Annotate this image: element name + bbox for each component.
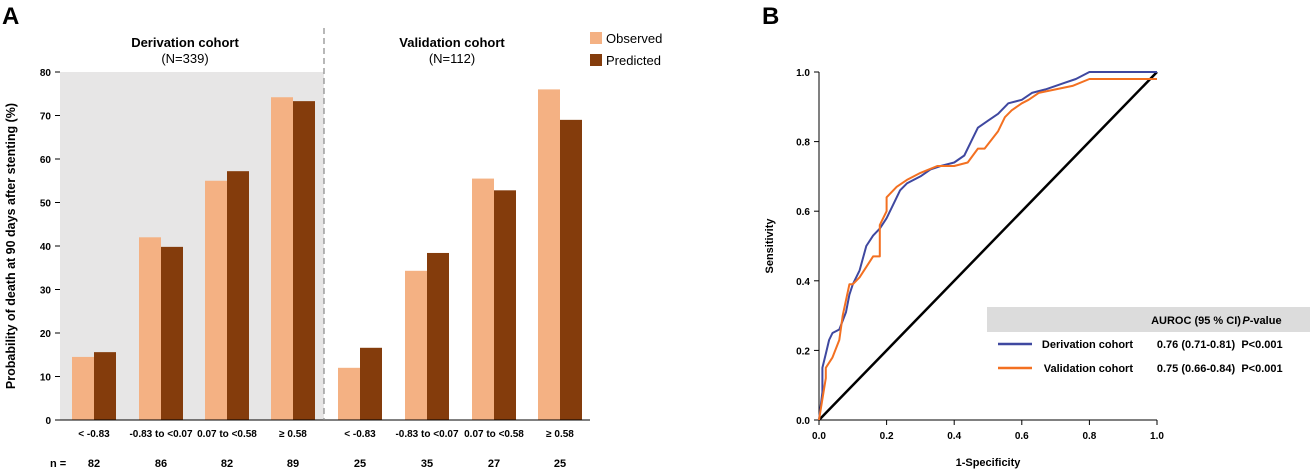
n-value: 25 <box>354 458 366 470</box>
category-label: < -0.83 <box>78 429 110 440</box>
roc-x-tick-label: 0.2 <box>880 431 894 442</box>
legend-predicted-label: Predicted <box>606 53 661 68</box>
category-label: < -0.83 <box>344 429 376 440</box>
table-validation-auroc: 0.75 (0.66-0.84) <box>1157 363 1236 375</box>
observed-bar <box>405 270 427 420</box>
bar-y-axis-label: Probability of death at 90 days after st… <box>4 103 18 389</box>
roc-y-axis-label: Sensitivity <box>764 218 776 274</box>
n-value: 86 <box>155 458 167 470</box>
p-value-header-italic: P <box>1242 315 1250 327</box>
validation-cohort-n: (N=112) <box>429 51 475 66</box>
bar-y-tick-label: 0 <box>45 416 51 427</box>
derivation-cohort-n: (N=339) <box>161 51 208 66</box>
roc-y-tick-label: 0.4 <box>796 277 810 288</box>
auroc-header: AUROC (95 % CI) <box>1151 315 1241 327</box>
table-validation-p: P<0.001 <box>1241 363 1282 375</box>
roc-x-tick-label: 0.0 <box>812 431 826 442</box>
roc-y-tick-label: 0.8 <box>796 138 810 149</box>
observed-bar <box>139 237 161 420</box>
roc-x-axis-label: 1-Specificity <box>956 457 1022 469</box>
bar-y-tick-label: 50 <box>40 199 52 210</box>
predicted-bar <box>360 347 382 420</box>
derivation-cohort-title: Derivation cohort <box>131 35 239 50</box>
bar-y-tick-label: 30 <box>40 286 52 297</box>
n-value: 82 <box>221 458 233 470</box>
n-row-label: n = <box>50 458 66 470</box>
bar-y-tick-label: 80 <box>40 68 52 79</box>
roc-x-tick-label: 0.4 <box>947 431 961 442</box>
observed-bar <box>271 97 293 420</box>
n-value: 82 <box>88 458 100 470</box>
predicted-bar <box>494 190 516 420</box>
roc-y-tick-label: 0.6 <box>796 207 810 218</box>
predicted-bar <box>427 252 449 420</box>
n-value: 35 <box>421 458 433 470</box>
table-validation-name: Validation cohort <box>1044 363 1134 375</box>
bar-y-tick-label: 20 <box>40 329 52 340</box>
observed-bar <box>338 367 360 420</box>
bar-y-tick-label: 40 <box>40 242 52 253</box>
table-derivation-name: Derivation cohort <box>1042 339 1133 351</box>
category-label: -0.83 to <0.07 <box>129 429 193 440</box>
panel-a-label: A <box>2 3 19 30</box>
bar-legend: Observed Predicted <box>590 31 662 68</box>
n-value: 25 <box>554 458 566 470</box>
p-value-header: P-value <box>1242 315 1281 327</box>
category-label: ≥ 0.58 <box>279 429 307 440</box>
observed-bar <box>205 180 227 420</box>
observed-bar <box>538 89 560 421</box>
category-label: 0.07 to <0.58 <box>464 429 524 440</box>
auroc-table-header <box>987 307 1310 332</box>
table-derivation-p: P<0.001 <box>1241 339 1282 351</box>
roc-y-tick-label: 1.0 <box>796 68 810 79</box>
auroc-table: AUROC (95 % CI) P-value Derivation cohor… <box>987 307 1310 375</box>
bar-y-tick-label: 10 <box>40 373 52 384</box>
roc-y-tick-label: 0.2 <box>796 346 810 357</box>
panel-b-label: B <box>762 3 779 30</box>
reference-diagonal <box>818 71 1158 421</box>
validation-cohort-title: Validation cohort <box>399 35 505 50</box>
predicted-bar <box>227 171 249 420</box>
observed-bar <box>472 178 494 420</box>
n-value: 27 <box>488 458 500 470</box>
predicted-bar <box>293 101 315 421</box>
panel-b: B 0.0 0.2 0.4 0.6 0.8 1.0 0.0 0.2 0.4 0.6 0.8 1.0 1… <box>762 3 1310 469</box>
p-value-header-rest: -value <box>1250 315 1282 327</box>
roc-x-tick-label: 0.6 <box>1015 431 1029 442</box>
bar-y-tick-label: 70 <box>40 112 52 123</box>
category-label: -0.83 to <0.07 <box>395 429 459 440</box>
roc-y-tick-label: 0.0 <box>796 416 810 427</box>
predicted-bar <box>94 352 116 420</box>
n-value: 89 <box>287 458 299 470</box>
observed-bar <box>72 356 94 420</box>
category-label: ≥ 0.58 <box>546 429 574 440</box>
legend-predicted-swatch <box>590 54 602 66</box>
panel-a: A 0 10 20 30 40 50 60 70 80 Derivation cohort (N… <box>2 3 662 470</box>
legend-observed-label: Observed <box>606 31 662 46</box>
bar-y-tick-label: 60 <box>40 155 52 166</box>
validation-roc-curve <box>818 78 1157 421</box>
predicted-bar <box>560 119 582 420</box>
category-label: 0.07 to <0.58 <box>197 429 257 440</box>
legend-observed-swatch <box>590 32 602 44</box>
predicted-bar <box>161 246 183 420</box>
table-derivation-auroc: 0.76 (0.71-0.81) <box>1157 339 1236 351</box>
roc-x-tick-label: 1.0 <box>1150 431 1164 442</box>
roc-x-tick-label: 0.8 <box>1082 431 1096 442</box>
